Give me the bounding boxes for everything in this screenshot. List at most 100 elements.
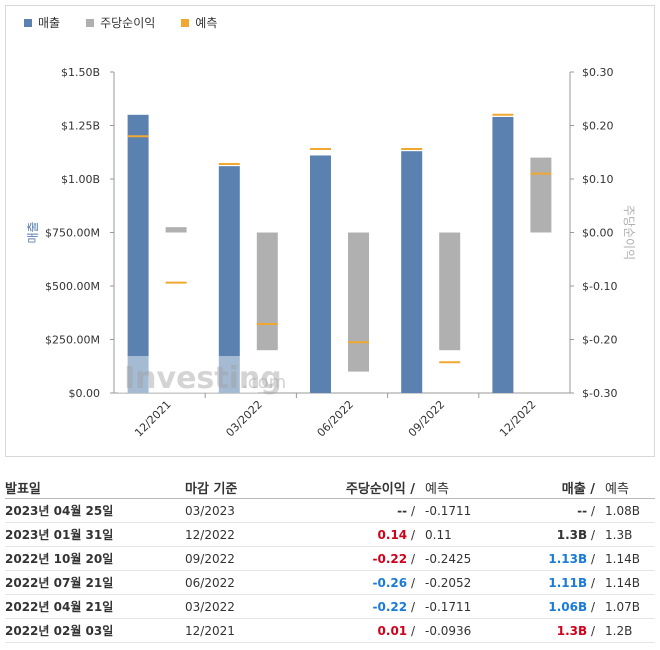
header-date[interactable]: 발표일 [5,476,185,499]
eps-separator: / [407,503,415,518]
legend-label-forecast: 예측 [195,16,218,30]
header-revenue-sep: / [590,481,595,497]
header-eps-forecast[interactable]: 예측 [419,476,515,499]
left-axis-title: 매출 [26,221,40,243]
eps-bar [256,232,278,351]
cell-period: 09/2022 [185,546,305,571]
revenue-bar [127,114,149,394]
table-row: 2022년 02월 03일 12/2021 0.01 /-0.0936 1.3B /1… [5,618,655,643]
cell-eps-forecast: 0.11 [419,522,515,547]
legend-swatch-revenue [24,18,32,27]
legend-item-forecast[interactable]: 예측 [181,14,217,31]
left-tick-label: $750.00M [45,227,100,240]
revenue-actual-value: 1.3B [556,527,588,542]
right-tick-label: $0.00 [582,227,614,240]
cell-date: 2023년 01월 31일 [5,522,185,547]
cell-revenue: 1.3B / [515,522,599,547]
header-revenue-forecast[interactable]: 예측 [599,476,655,499]
cell-eps: -- / [305,498,419,523]
revenue-bar [310,155,331,393]
revenue-actual-value: 1.11B [548,575,588,590]
cell-date: 2023년 04월 25일 [5,498,185,523]
left-tick-label: $1.25B [61,120,100,133]
eps-actual-value: -0.26 [372,575,408,590]
header-eps-label: 주당순이익 [345,481,406,497]
eps-actual-value: -0.22 [372,599,408,614]
revenue-separator: / [587,599,595,614]
legend-item-eps[interactable]: 주당순이익 [86,14,155,31]
cell-revenue-forecast: 1.14B [599,570,655,595]
cell-revenue-forecast: 1.2B [599,618,655,643]
cell-revenue: 1.06B / [515,594,599,619]
cell-period: 12/2021 [185,618,305,643]
header-eps[interactable]: 주당순이익 / [305,476,419,499]
revenue-separator: / [587,575,595,590]
left-tick-label: $1.50B [61,66,100,79]
cell-eps: -0.26 / [305,570,419,595]
cell-eps-forecast: -0.1711 [419,498,515,523]
legend-label-eps: 주당순이익 [100,16,156,30]
cell-eps: 0.01 / [305,618,419,643]
cell-date: 2022년 10월 20일 [5,546,185,571]
cell-date: 2022년 07월 21일 [5,570,185,595]
eps-bar [530,157,552,233]
right-tick-label: $0.10 [582,173,614,186]
earnings-table: 발표일 마감 기준 주당순이익 / 예측 매출 / 예측 2023년 04월 2… [5,476,655,643]
revenue-separator: / [587,527,595,542]
cell-period: 03/2023 [185,498,305,523]
legend-item-revenue[interactable]: 매출 [24,14,60,31]
cell-date: 2022년 02월 03일 [5,618,185,643]
revenue-actual-value: -- [577,503,588,518]
cell-eps-forecast: -0.1711 [419,594,515,619]
chart-panel: 매출 주당순이익 예측 $0.00 $250.00M $500.00M $750.00… [5,5,655,457]
eps-bar [348,232,369,372]
right-tick-label: $-0.20 [582,334,617,347]
right-tick-label: $0.30 [582,66,614,79]
revenue-actual-value: 1.3B [556,623,588,638]
header-revenue-label: 매출 [561,481,586,497]
revenue-bar [401,151,423,393]
eps-separator: / [407,527,415,542]
left-tick-label: $0.00 [69,387,101,400]
left-tick-label: $250.00M [45,334,100,347]
cell-eps: -0.22 / [305,594,419,619]
revenue-bar [218,166,240,393]
table-row: 2023년 01월 31일 12/2022 0.14 /0.11 1.3B /1.3B [5,522,655,547]
right-axis-title: 주당순이익 [622,205,636,260]
x-tick-label: 12/2021 [132,398,174,440]
right-tick-label: $0.20 [582,120,614,133]
cell-revenue: -- / [515,498,599,523]
cell-revenue-forecast: 1.08B [599,498,655,523]
cell-eps: 0.14 / [305,522,419,547]
revenue-separator: / [587,623,595,638]
eps-bar [165,227,187,233]
x-tick-label: 06/2022 [315,398,357,440]
table-body: 2023년 04월 25일 03/2023 -- / -0.1711 -- /1.08B… [5,498,655,643]
cell-eps: -0.22 / [305,546,419,571]
eps-bar [439,232,461,351]
revenue-separator: / [587,551,595,566]
earnings-chart: $0.00 $250.00M $500.00M $750.00M $1.00B $1.25… [26,66,636,440]
revenue-separator: / [587,503,595,518]
legend-label-revenue: 매출 [38,16,61,30]
x-tick-label: 09/2022 [406,398,448,440]
right-tick-label: $-0.30 [582,387,617,400]
table-header-row: 발표일 마감 기준 주당순이익 / 예측 매출 / 예측 [5,476,655,499]
eps-separator: / [407,623,415,638]
eps-actual-value: -0.22 [372,551,408,566]
x-tick-label: 12/2022 [497,398,539,440]
eps-separator: / [407,575,415,590]
cell-eps-forecast: -0.0936 [419,618,515,643]
header-period[interactable]: 마감 기준 [185,476,305,499]
revenue-actual-value: 1.06B [548,599,588,614]
table-row: 2022년 10월 20일 09/2022 -0.22 /-0.2425 1.13B … [5,546,655,571]
cell-revenue: 1.3B / [515,618,599,643]
cell-period: 12/2022 [185,522,305,547]
header-revenue[interactable]: 매출 / [515,476,599,499]
watermark-backdrop [118,356,258,393]
cell-eps-forecast: -0.2425 [419,546,515,571]
eps-separator: / [407,599,415,614]
table-row: 2022년 04월 21일 03/2022 -0.22 /-0.1711 1.06B … [5,594,655,619]
eps-actual-value: -- [397,503,408,518]
watermark-suffix: .com [242,372,286,393]
